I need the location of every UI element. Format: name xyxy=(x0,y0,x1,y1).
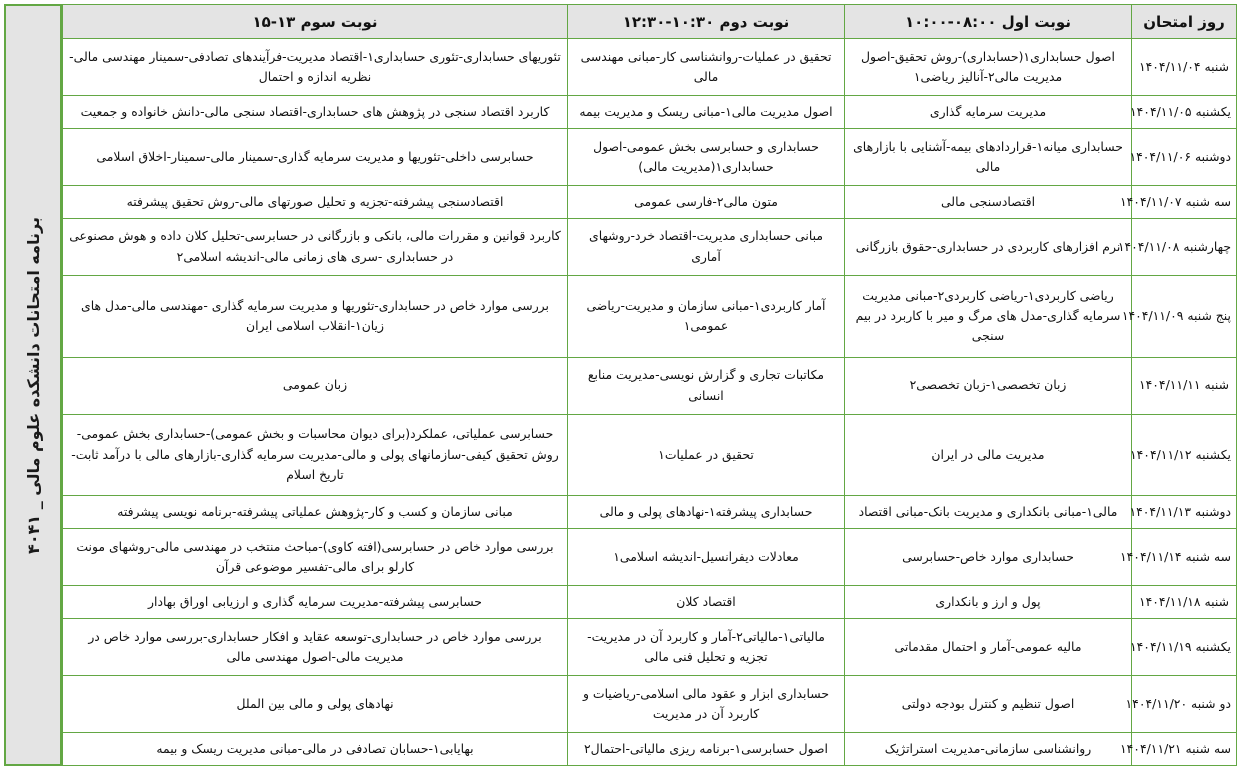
cell-day: دوشنبه ۱۴۰۴/۱۱/۰۶ xyxy=(1129,127,1237,187)
cell-slot-1: اصول حسابداری۱(حسابداری)-روش تحقیق-اصول … xyxy=(844,37,1132,97)
table-row: یکشنبه ۱۴۰۴/۱۱/۰۵ مدیریت سرمایه گذاری اصول… xyxy=(62,95,1237,129)
cell-day: دوشنبه ۱۴۰۴/۱۱/۱۳ xyxy=(1129,495,1237,529)
cell-slot-2: مالیاتی۱-مالیاتی۲-آمار و کاربرد آن در مد… xyxy=(567,617,845,677)
table-row: سه شنبه ۱۴۰۴/۱۱/۲۱ روانشناسی سازمانی-مدیر… xyxy=(62,732,1237,766)
cell-slot-2: متون مالی۲-فارسی عمومی xyxy=(567,185,845,219)
header-slot-1: نوبت اول ۰۸:۰۰-۱۰:۰۰ xyxy=(844,4,1132,39)
header-slot-2: نوبت دوم ۱۰:۳۰-۱۲:۳۰ xyxy=(567,4,845,39)
cell-day: یکشنبه ۱۴۰۴/۱۱/۱۲ xyxy=(1130,413,1237,497)
table-row: دو شنبه ۱۴۰۴/۱۱/۲۰ اصول تنظیم و کنترل بود… xyxy=(62,675,1237,734)
cell-slot-3: بهایابی۱-حسابان تصادفی در مالی-مبانی مدی… xyxy=(62,732,568,766)
cell-slot-3: نهادهای پولی و مالی بین الملل xyxy=(62,675,568,734)
cell-slot-2: آمار کاربردی۱-مبانی سازمان و مدیریت-ریاض… xyxy=(567,274,845,358)
cell-slot-1: حسابداری میانه۱-قراردادهای بیمه-آشنایی ب… xyxy=(844,127,1132,187)
cell-day: یکشنبه ۱۴۰۴/۱۱/۱۹ xyxy=(1130,617,1237,677)
cell-slot-3: کاربرد اقتصاد سنجی در پژوهش های حسابداری… xyxy=(62,95,568,129)
cell-slot-3: زبان عمومی xyxy=(62,356,568,415)
table-row: یکشنبه ۱۴۰۴/۱۱/۱۲ مدیریت مالی در ایران تحق… xyxy=(62,413,1237,497)
table-row: پنج شنبه ۱۴۰۴/۱۱/۰۹ ریاضی کاربردی۱-ریاضی … xyxy=(62,274,1237,358)
cell-slot-2: معادلات دیفرانسیل-اندیشه اسلامی۱ xyxy=(567,527,845,587)
table-header: روز امتحان نوبت اول ۰۸:۰۰-۱۰:۰۰ نوبت دوم… xyxy=(62,4,1237,39)
cell-slot-2: اصول حسابرسی۱-برنامه ریزی مالیاتی-احتمال… xyxy=(567,732,845,766)
cell-slot-1: ریاضی کاربردی۱-ریاضی کاربردی۲-مبانی مدیر… xyxy=(844,274,1132,358)
cell-slot-1: اصول تنظیم و کنترل بودجه دولتی xyxy=(844,675,1132,734)
cell-slot-3: حسابرسی پیشرفته-مدیریت سرمایه گذاری و ار… xyxy=(62,585,568,619)
cell-slot-3: بررسی موارد خاص در حسابرسی(افته کاوی)-مب… xyxy=(62,527,568,587)
cell-day: شنبه ۱۴۰۴/۱۱/۱۱ xyxy=(1131,356,1237,415)
cell-slot-3: کاربرد قوانین و مقررات مالی، بانکی و باز… xyxy=(62,217,568,276)
cell-slot-2: مبانی حسابداری مدیریت-اقتصاد خرد-روشهای … xyxy=(567,217,845,276)
cell-day: سه شنبه ۱۴۰۴/۱۱/۱۴ xyxy=(1120,527,1237,587)
cell-day: شنبه ۱۴۰۴/۱۱/۰۴ xyxy=(1131,37,1237,97)
cell-day: سه شنبه ۱۴۰۴/۱۱/۲۱ xyxy=(1120,732,1237,766)
cell-slot-3: حسابرسی عملیاتی، عملکرد(برای دیوان محاسب… xyxy=(62,413,568,497)
cell-slot-2: مکاتبات تجاری و گزارش نویسی-مدیریت منابع… xyxy=(567,356,845,415)
cell-day: یکشنبه ۱۴۰۴/۱۱/۰۵ xyxy=(1130,95,1237,129)
table-row: شنبه ۱۴۰۴/۱۱/۱۸ پول و ارز و بانکداری اقتصا… xyxy=(62,585,1237,619)
table-row: دوشنبه ۱۴۰۴/۱۱/۱۳ مالی۱-مبانی بانکداری و … xyxy=(62,495,1237,529)
cell-slot-1: زبان تخصصی۱-زبان تخصصی۲ xyxy=(844,356,1132,415)
cell-slot-1: پول و ارز و بانکداری xyxy=(844,585,1132,619)
exam-schedule-table: روز امتحان نوبت اول ۰۸:۰۰-۱۰:۰۰ نوبت دوم… xyxy=(62,4,1237,766)
table-row: شنبه ۱۴۰۴/۱۱/۰۴ اصول حسابداری۱(حسابداری)-… xyxy=(62,37,1237,97)
cell-slot-3: بررسی موارد خاص در حسابداری-تئوریها و مد… xyxy=(62,274,568,358)
table-row: سه شنبه ۱۴۰۴/۱۱/۱۴ حسابداری موارد خاص-حسا… xyxy=(62,527,1237,587)
vertical-title-text: برنامه امتحانات دانشکده علوم مالی _ ۴۰۴۱ xyxy=(23,216,43,554)
cell-slot-1: مالیه عمومی-آمار و احتمال مقدماتی xyxy=(844,617,1132,677)
cell-slot-2: حسابداری ابزار و عقود مالی اسلامی-ریاضیا… xyxy=(567,675,845,734)
cell-slot-1: مالی۱-مبانی بانکداری و مدیریت بانک-مبانی… xyxy=(844,495,1132,529)
header-day: روز امتحان xyxy=(1131,4,1237,39)
cell-slot-1: اقتصادسنجی مالی xyxy=(844,185,1132,219)
vertical-title-banner: برنامه امتحانات دانشکده علوم مالی _ ۴۰۴۱ xyxy=(4,4,62,766)
cell-day: پنج شنبه ۱۴۰۴/۱۱/۰۹ xyxy=(1122,274,1237,358)
cell-day: سه شنبه ۱۴۰۴/۱۱/۰۷ xyxy=(1120,185,1237,219)
table-row: شنبه ۱۴۰۴/۱۱/۱۱ زبان تخصصی۱-زبان تخصصی۲ مک… xyxy=(62,356,1237,415)
cell-slot-1: مدیریت سرمایه گذاری xyxy=(844,95,1132,129)
cell-day: چهارشنبه ۱۴۰۴/۱۱/۰۸ xyxy=(1118,217,1237,276)
cell-slot-2: حسابداری و حسابرسی بخش عمومی-اصول حسابدا… xyxy=(567,127,845,187)
cell-slot-1: مدیریت مالی در ایران xyxy=(844,413,1132,497)
table-row: یکشنبه ۱۴۰۴/۱۱/۱۹ مالیه عمومی-آمار و احتم… xyxy=(62,617,1237,677)
cell-slot-2: تحقیق در عملیات۱ xyxy=(567,413,845,497)
cell-slot-1: حسابداری موارد خاص-حسابرسی xyxy=(844,527,1132,587)
table-row: دوشنبه ۱۴۰۴/۱۱/۰۶ حسابداری میانه۱-قرارداد… xyxy=(62,127,1237,187)
cell-slot-2: حسابداری پیشرفته۱-نهادهای پولی و مالی xyxy=(567,495,845,529)
table-body: شنبه ۱۴۰۴/۱۱/۰۴ اصول حسابداری۱(حسابداری)-… xyxy=(62,37,1237,766)
cell-slot-3: حسابرسی داخلی-تئوریها و مدیریت سرمایه گذ… xyxy=(62,127,568,187)
cell-slot-3: بررسی موارد خاص در حسابداری-توسعه عقاید … xyxy=(62,617,568,677)
cell-slot-2: اصول مدیریت مالی۱-مبانی ریسک و مدیریت بی… xyxy=(567,95,845,129)
cell-day: دو شنبه ۱۴۰۴/۱۱/۲۰ xyxy=(1126,675,1237,734)
cell-slot-1: روانشناسی سازمانی-مدیریت استراتژیک xyxy=(844,732,1132,766)
cell-day: شنبه ۱۴۰۴/۱۱/۱۸ xyxy=(1131,585,1237,619)
schedule-table-container: روز امتحان نوبت اول ۰۸:۰۰-۱۰:۰۰ نوبت دوم… xyxy=(62,2,1239,768)
cell-slot-3: مبانی سازمان و کسب و کار-پژوهش عملیاتی پ… xyxy=(62,495,568,529)
header-row: روز امتحان نوبت اول ۰۸:۰۰-۱۰:۰۰ نوبت دوم… xyxy=(62,4,1237,39)
cell-slot-3: اقتصادسنجی پیشرفته-تجزیه و تحلیل صورتهای… xyxy=(62,185,568,219)
cell-slot-2: اقتصاد کلان xyxy=(567,585,845,619)
cell-slot-3: تئوریهای حسابداری-تئوری حسابداری۱-اقتصاد… xyxy=(62,37,568,97)
table-row: چهارشنبه ۱۴۰۴/۱۱/۰۸ نرم افزارهای کاربردی … xyxy=(62,217,1237,276)
cell-slot-1: نرم افزارهای کاربردی در حسابداری-حقوق با… xyxy=(844,217,1132,276)
table-row: سه شنبه ۱۴۰۴/۱۱/۰۷ اقتصادسنجی مالی متون ما… xyxy=(62,185,1237,219)
header-slot-3: نوبت سوم ۱۳-۱۵ xyxy=(62,4,568,39)
cell-slot-2: تحقیق در عملیات-روانشناسی کار-مبانی مهند… xyxy=(567,37,845,97)
